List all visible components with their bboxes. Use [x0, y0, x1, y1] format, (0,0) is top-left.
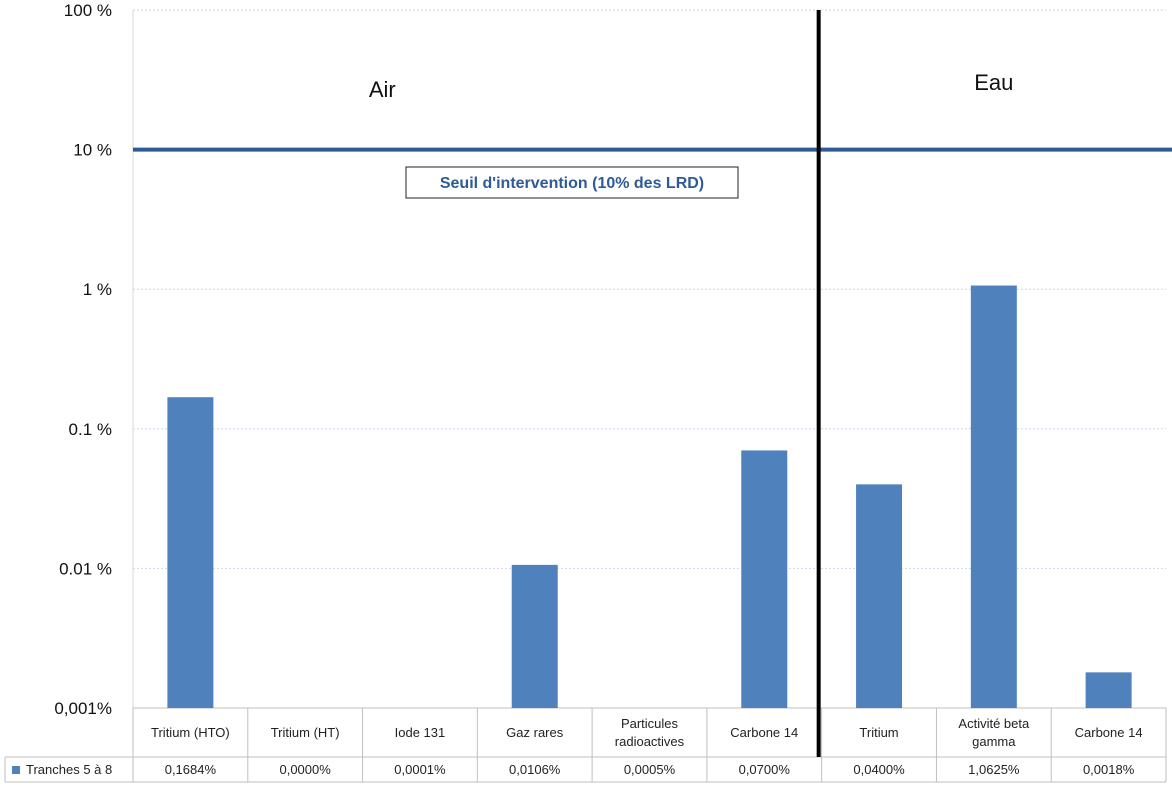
- bar: [167, 397, 214, 708]
- value-label: 0,0400%: [853, 761, 905, 777]
- x-tick-label: Tritium (HTO): [151, 724, 230, 740]
- value-label: 0,0018%: [1082, 761, 1135, 777]
- x-tick-label: Tritium: [859, 724, 899, 740]
- value-label: 0,0106%: [509, 761, 561, 777]
- bar: [511, 564, 558, 708]
- x-tick-label: Carbone 14: [1074, 724, 1143, 740]
- y-tick-label: 1 %: [83, 280, 112, 299]
- legend-label: Tranches 5 à 8: [26, 761, 113, 777]
- x-tick-label: Activité beta gamma: [958, 715, 1030, 749]
- value-label: 0,0700%: [738, 761, 790, 777]
- y-tick-label: 0.1 %: [69, 420, 112, 439]
- bar: [741, 450, 788, 708]
- value-label: 0,0005%: [623, 761, 676, 777]
- bar: [1085, 672, 1132, 708]
- y-tick-label: 10 %: [73, 141, 112, 160]
- value-label: 1,0625%: [968, 761, 1020, 777]
- x-tick-label: Carbone 14: [730, 724, 799, 740]
- x-tick-label: Gaz rares: [506, 724, 564, 740]
- y-tick-label: 0,001%: [54, 699, 112, 718]
- value-label: 0,1684%: [164, 761, 217, 777]
- y-tick-label: 100 %: [64, 1, 112, 20]
- bar: [970, 285, 1017, 708]
- value-label: 0,0001%: [394, 761, 446, 777]
- x-tick-label: Particules radioactives: [614, 715, 685, 749]
- x-tick-label: Tritium (HT): [270, 724, 340, 740]
- y-tick-label: 0.01 %: [59, 559, 112, 578]
- threshold-box: [405, 166, 739, 199]
- legend-swatch: [12, 766, 20, 774]
- bar: [856, 484, 903, 708]
- value-label: 0,0000%: [279, 761, 331, 777]
- group-label: Eau: [974, 70, 1013, 95]
- group-label: Air: [369, 77, 396, 102]
- x-tick-label: Iode 131: [394, 724, 446, 740]
- threshold-label: Seuil d'intervention (10% des LRD): [440, 175, 704, 192]
